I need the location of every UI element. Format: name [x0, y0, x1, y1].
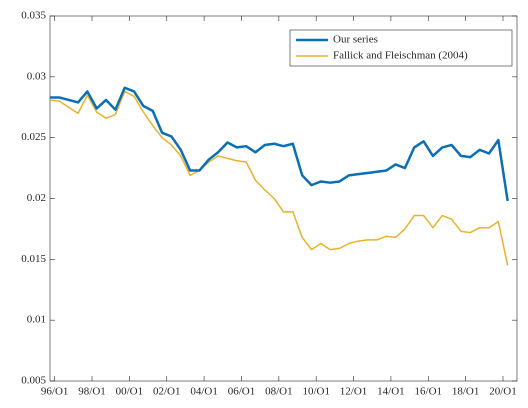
x-tick-label: 10/O1: [302, 386, 330, 398]
y-tick-label: 0.025: [21, 131, 46, 143]
legend-label: Our series: [333, 34, 378, 46]
y-tick-label: 0.02: [27, 192, 46, 204]
legend-label: Fallick and Fleischman (2004): [333, 50, 468, 62]
x-tick-label: 96/O1: [41, 386, 69, 398]
y-tick-label: 0.01: [27, 314, 46, 326]
plot-area: [49, 15, 518, 382]
y-tick-label: 0.015: [21, 253, 46, 265]
y-tick-label: 0.03: [27, 70, 47, 82]
x-tick-label: 08/O1: [265, 386, 293, 398]
x-tick-label: 18/O1: [452, 386, 480, 398]
x-tick-label: 12/O1: [340, 386, 368, 398]
x-tick-label: 98/O1: [78, 386, 106, 398]
x-tick-label: 20/O1: [489, 386, 517, 398]
y-tick-label: 0.035: [21, 10, 46, 22]
series-line: [49, 90, 509, 266]
series-line: [50, 86, 509, 202]
x-tick-label: 04/O1: [190, 386, 218, 398]
x-tick-label: 14/O1: [377, 386, 405, 398]
x-tick-label: 06/O1: [228, 386, 256, 398]
x-tick-label: 02/O1: [153, 386, 181, 398]
y-tick-label: 0.005: [21, 375, 46, 387]
legend-box: [289, 29, 513, 67]
x-tick-label: 16/O1: [415, 386, 443, 398]
x-tick-label: 00/O1: [116, 386, 144, 398]
